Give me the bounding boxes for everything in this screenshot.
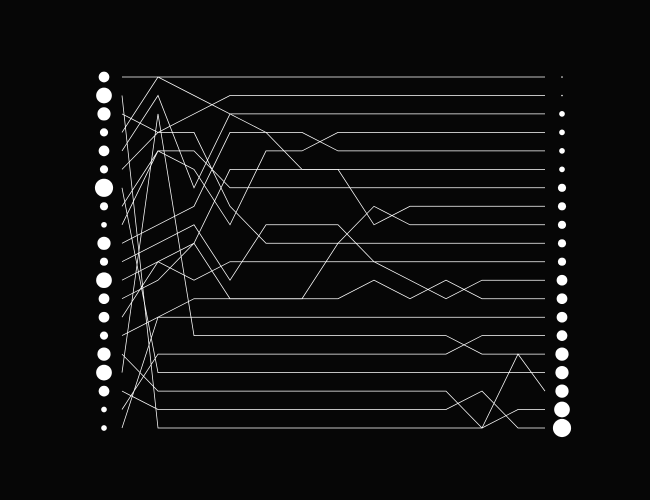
- start-dot-13: [99, 312, 110, 323]
- start-dot-11: [96, 272, 112, 288]
- end-dot-9: [558, 239, 566, 247]
- start-dot-19: [101, 425, 107, 431]
- start-dot-8: [101, 222, 107, 228]
- end-dot-5: [559, 167, 565, 173]
- end-dot-0: [561, 76, 563, 78]
- start-dot-6: [95, 179, 113, 197]
- end-dot-17: [555, 385, 568, 398]
- start-dot-1: [96, 88, 112, 104]
- start-dot-7: [100, 202, 108, 210]
- end-dot-1: [561, 95, 563, 97]
- start-dot-12: [99, 293, 110, 304]
- start-dot-9: [97, 237, 110, 250]
- end-dot-18: [554, 402, 570, 418]
- start-dot-16: [96, 365, 112, 381]
- end-dot-7: [558, 202, 566, 210]
- end-dot-15: [555, 348, 568, 361]
- start-dot-18: [101, 407, 107, 413]
- end-dot-6: [558, 184, 566, 192]
- end-dot-13: [557, 312, 568, 323]
- end-dot-16: [555, 366, 568, 379]
- start-dot-5: [100, 165, 108, 173]
- end-dot-10: [558, 258, 566, 266]
- end-dot-4: [559, 148, 565, 154]
- end-dot-3: [559, 130, 565, 136]
- start-dot-10: [100, 258, 108, 266]
- start-dot-14: [100, 332, 108, 340]
- end-dot-2: [559, 111, 565, 117]
- end-dot-14: [557, 330, 568, 341]
- end-dot-11: [557, 275, 568, 286]
- start-dot-15: [97, 348, 110, 361]
- start-dot-4: [99, 146, 110, 157]
- start-dot-0: [99, 72, 110, 83]
- start-dot-2: [97, 107, 110, 120]
- end-dot-19: [553, 419, 571, 437]
- end-dot-8: [558, 221, 566, 229]
- start-dot-3: [100, 128, 108, 136]
- end-dot-12: [557, 293, 568, 304]
- start-dot-17: [99, 386, 110, 397]
